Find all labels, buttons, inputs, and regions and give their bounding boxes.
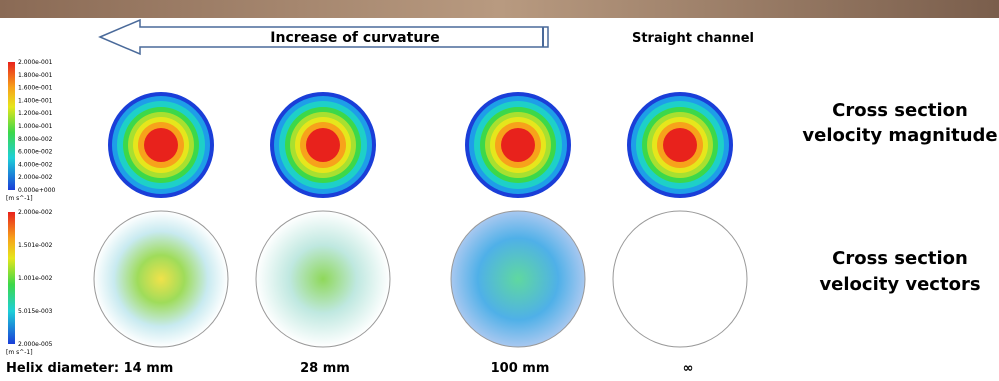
- figure: Increase of curvature Straight channel 2…: [0, 0, 999, 376]
- colorbar-unit: [m s^-1]: [6, 195, 33, 202]
- straight-label: Straight channel: [632, 31, 754, 46]
- contour-ring: [663, 128, 697, 162]
- column-label: 100 mm: [491, 361, 550, 376]
- row-label: Cross section: [832, 100, 968, 121]
- colorbar-tick-label: 1.501e-002: [18, 242, 53, 249]
- colorbar-unit: [m s^-1]: [6, 349, 33, 356]
- arrow-label: Increase of curvature: [270, 30, 439, 46]
- colorbar-tick-label: 0.000e+000: [18, 187, 56, 194]
- colorbar-tick-label: 2.000e-002: [18, 209, 53, 216]
- row-label: velocity vectors: [819, 274, 980, 295]
- column-label: Helix diameter: 14 mm: [6, 361, 173, 376]
- contour-ring: [306, 128, 340, 162]
- colorbar: [8, 212, 15, 344]
- colorbar-tick-label: 1.200e-001: [18, 110, 53, 117]
- row-label: velocity magnitude: [802, 125, 997, 146]
- vector-plot: [94, 211, 228, 347]
- vector-plot: [613, 211, 747, 347]
- colorbar-tick-label: 2.000e-001: [18, 59, 53, 66]
- column-label: ∞: [683, 361, 694, 376]
- colorbar-tick-label: 1.400e-001: [18, 97, 53, 104]
- colorbar-tick-label: 1.800e-001: [18, 72, 53, 79]
- colorbar-tick-label: 8.000e-002: [18, 136, 53, 143]
- contour-ring: [144, 128, 178, 162]
- vector-plot: [256, 211, 390, 347]
- colorbar-tick-label: 4.000e-002: [18, 161, 53, 168]
- contour-ring: [501, 128, 535, 162]
- colorbar: [8, 62, 15, 190]
- colorbar-tick-label: 1.600e-001: [18, 85, 53, 92]
- colorbar-tick-label: 1.001e-002: [18, 275, 53, 282]
- vector-plot: [451, 211, 585, 347]
- row-label: Cross section: [832, 248, 968, 269]
- colorbar-tick-label: 2.000e-005: [18, 341, 53, 348]
- colorbar-tick-label: 2.000e-002: [18, 174, 53, 181]
- colorbar-tick-label: 6.000e-002: [18, 149, 53, 156]
- colorbar-tick-label: 1.000e-001: [18, 123, 53, 130]
- column-label: 28 mm: [300, 361, 350, 376]
- banner: [0, 0, 999, 18]
- colorbar-tick-label: 5.015e-003: [18, 308, 53, 315]
